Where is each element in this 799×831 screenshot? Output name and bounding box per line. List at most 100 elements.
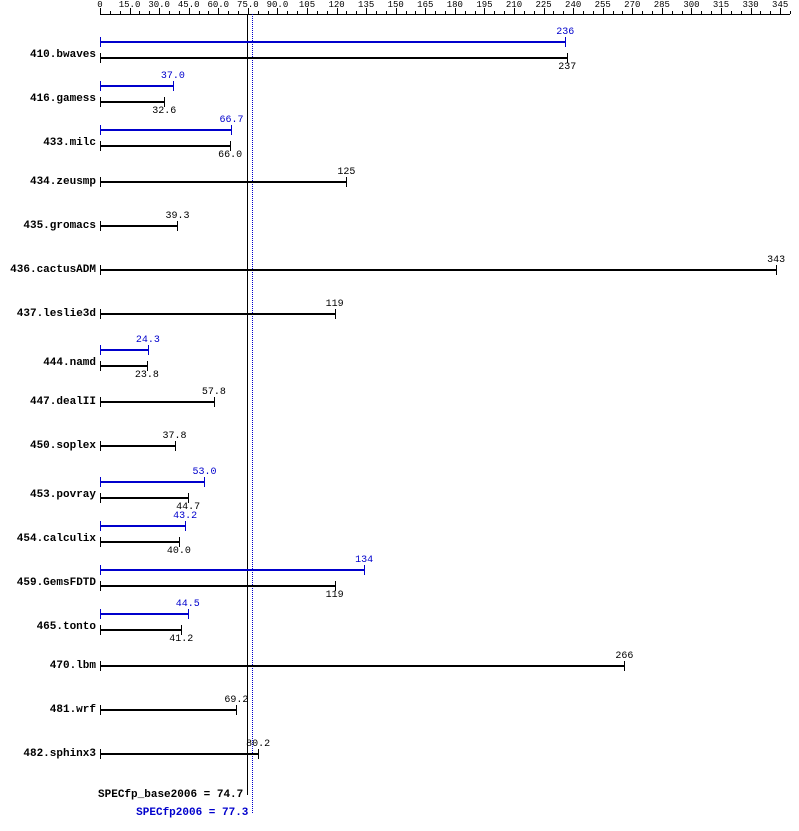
x-minor-tick	[149, 11, 150, 14]
peak-bar	[100, 85, 173, 87]
x-tick-label: 150	[388, 0, 404, 10]
base-bar	[100, 225, 177, 227]
base-bar	[100, 753, 258, 755]
x-minor-tick	[524, 11, 525, 14]
base-summary-label: SPECfp_base2006 = 74.7	[0, 789, 243, 801]
peak-bar	[100, 41, 565, 43]
base-endcap	[335, 309, 336, 319]
x-minor-tick	[406, 11, 407, 14]
x-minor-tick	[415, 11, 416, 14]
x-minor-tick	[346, 11, 347, 14]
peak-endcap	[185, 521, 186, 531]
base-startcap	[100, 53, 101, 63]
peak-bar	[100, 129, 231, 131]
base-endcap	[346, 177, 347, 187]
base-bar	[100, 445, 175, 447]
peak-value-label: 43.2	[173, 511, 197, 522]
benchmark-label: 482.sphinx3	[23, 748, 96, 760]
x-minor-tick	[583, 11, 584, 14]
benchmark-label: 433.milc	[43, 137, 96, 149]
base-endcap	[258, 749, 259, 759]
base-bar	[100, 365, 147, 367]
x-tick-label: 180	[447, 0, 463, 10]
x-minor-tick	[760, 11, 761, 14]
x-minor-tick	[741, 11, 742, 14]
base-bar	[100, 181, 346, 183]
x-minor-tick	[701, 11, 702, 14]
x-minor-tick	[622, 11, 623, 14]
benchmark-label: 435.gromacs	[23, 220, 96, 232]
x-tick-label: 345	[772, 0, 788, 10]
x-axis-line	[100, 14, 790, 15]
x-minor-tick	[268, 11, 269, 14]
base-startcap	[100, 441, 101, 451]
base-startcap	[100, 625, 101, 635]
x-minor-tick	[356, 11, 357, 14]
base-value-label: 39.3	[165, 211, 189, 222]
x-minor-tick	[228, 11, 229, 14]
base-startcap	[100, 97, 101, 107]
x-tick-label: 105	[299, 0, 315, 10]
peak-summary-line	[252, 14, 254, 813]
peak-value-label: 134	[355, 555, 373, 566]
x-minor-tick	[494, 11, 495, 14]
x-tick-label: 135	[358, 0, 374, 10]
peak-endcap	[148, 345, 149, 355]
base-endcap	[776, 265, 777, 275]
peak-startcap	[100, 565, 101, 575]
peak-startcap	[100, 345, 101, 355]
x-minor-tick	[613, 11, 614, 14]
x-tick-label: 45.0	[178, 0, 200, 10]
peak-endcap	[173, 81, 174, 91]
base-bar	[100, 665, 624, 667]
base-endcap	[177, 221, 178, 231]
peak-endcap	[364, 565, 365, 575]
x-minor-tick	[376, 11, 377, 14]
peak-summary-label: SPECfp2006 = 77.3	[0, 807, 248, 819]
peak-startcap	[100, 37, 101, 47]
base-value-label: 80.2	[246, 739, 270, 750]
peak-startcap	[100, 521, 101, 531]
base-value-label: 119	[326, 299, 344, 310]
peak-bar	[100, 349, 148, 351]
peak-bar	[100, 481, 204, 483]
peak-value-label: 236	[556, 27, 574, 38]
x-tick-label: 240	[565, 0, 581, 10]
x-minor-tick	[790, 11, 791, 14]
base-bar	[100, 313, 335, 315]
benchmark-label: 447.dealII	[30, 396, 96, 408]
x-tick-label: 75.0	[237, 0, 259, 10]
x-minor-tick	[593, 11, 594, 14]
base-endcap	[214, 397, 215, 407]
base-bar	[100, 401, 214, 403]
benchmark-label: 465.tonto	[37, 621, 96, 633]
x-minor-tick	[504, 11, 505, 14]
base-bar	[100, 709, 236, 711]
x-minor-tick	[445, 11, 446, 14]
base-value-label: 125	[337, 167, 355, 178]
base-bar	[100, 541, 179, 543]
peak-endcap	[204, 477, 205, 487]
base-startcap	[100, 221, 101, 231]
benchmark-label: 453.povray	[30, 489, 96, 501]
peak-value-label: 44.5	[176, 599, 200, 610]
base-endcap	[624, 661, 625, 671]
benchmark-label: 410.bwaves	[30, 49, 96, 61]
x-minor-tick	[169, 11, 170, 14]
benchmark-label: 436.cactusADM	[10, 264, 96, 276]
base-value-label: 343	[767, 255, 785, 266]
x-minor-tick	[642, 11, 643, 14]
base-startcap	[100, 361, 101, 371]
x-minor-tick	[731, 11, 732, 14]
x-tick-label: 315	[713, 0, 729, 10]
x-minor-tick	[475, 11, 476, 14]
base-value-label: 119	[326, 590, 344, 601]
base-bar	[100, 101, 164, 103]
x-minor-tick	[652, 11, 653, 14]
base-bar	[100, 269, 776, 271]
base-startcap	[100, 705, 101, 715]
x-tick-label: 30.0	[148, 0, 170, 10]
x-minor-tick	[110, 11, 111, 14]
x-tick-label: 120	[328, 0, 344, 10]
base-bar	[100, 57, 567, 59]
